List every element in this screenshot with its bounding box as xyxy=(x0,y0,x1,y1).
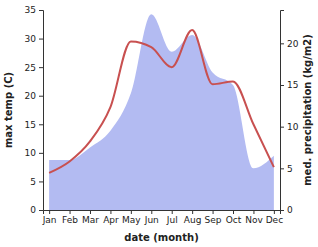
x-axis-tick-mark xyxy=(274,210,275,214)
x-axis-tick: Mar xyxy=(82,210,99,225)
x-axis-tick-mark xyxy=(90,210,91,214)
y-axis-tick: 15 xyxy=(25,120,43,130)
y-axis-tick-mark xyxy=(39,124,43,125)
y-axis-tick-label: 20 xyxy=(25,91,37,101)
x-axis-tick-label: Sep xyxy=(205,215,222,225)
y2-axis-tick-label: 5 xyxy=(287,164,293,174)
y2-axis-tick-mark xyxy=(280,168,284,169)
y-axis-tick-mark xyxy=(39,210,43,211)
x-axis-title: date (month) xyxy=(124,232,198,243)
x-axis-tick-label: Mar xyxy=(82,215,99,225)
y-axis-tick-label: 10 xyxy=(25,148,37,158)
y2-axis-tick: 10 xyxy=(280,122,299,132)
x-axis-tick-mark xyxy=(131,210,132,214)
y-axis-tick: 0 xyxy=(30,205,43,215)
plot: Jan Feb Mar AprMayJun Jul AugSep OctNovDec 0 5 10… xyxy=(25,5,299,225)
y-axis-tick-label: 25 xyxy=(25,63,36,73)
y-axis-tick: 10 xyxy=(25,148,43,158)
x-axis-tick: Jun xyxy=(144,210,159,225)
y2-axis-tick-mark xyxy=(280,43,284,44)
y2-axis: 0 5 10 15 20 xyxy=(280,11,299,216)
x-axis-tick-mark xyxy=(213,210,214,214)
y-axis-tick-mark xyxy=(39,10,43,11)
y2-axis-tick-mark xyxy=(280,127,284,128)
x-axis-tick-label: Dec xyxy=(266,215,283,225)
y-axis-tick-mark xyxy=(39,153,43,154)
x-axis-tick-label: May xyxy=(122,215,141,225)
x-axis-tick: Jan xyxy=(42,210,57,225)
x-axis: Jan Feb Mar AprMayJun Jul AugSep OctNovDec xyxy=(42,210,283,225)
y2-axis-tick-label: 10 xyxy=(287,122,299,132)
y-axis-tick-mark xyxy=(39,96,43,97)
y-axis-tick-label: 5 xyxy=(30,177,36,187)
y2-axis-tick-label: 15 xyxy=(287,80,298,90)
y-axis-tick: 25 xyxy=(25,63,43,73)
temperature-line xyxy=(49,30,274,173)
y-axis-tick-label: 15 xyxy=(25,120,36,130)
y2-axis-tick: 20 xyxy=(280,39,299,49)
x-axis-tick: Apr xyxy=(103,210,119,225)
x-axis-tick: Jul xyxy=(166,210,178,225)
x-axis-tick-mark xyxy=(172,210,173,214)
y-axis-tick-label: 30 xyxy=(25,34,37,44)
chart: Jan Feb Mar AprMayJun Jul AugSep OctNovDec 0 5 10… xyxy=(0,0,318,247)
x-axis-tick: Feb xyxy=(62,210,78,225)
x-axis-tick-label: Aug xyxy=(184,215,202,225)
x-axis-tick-label: Nov xyxy=(245,215,263,225)
y-axis-tick-mark xyxy=(39,67,43,68)
x-axis-tick-mark xyxy=(110,210,111,214)
x-axis-tick: Oct xyxy=(226,210,242,225)
x-axis-tick-label: Apr xyxy=(103,215,119,225)
x-axis-tick-label: Jun xyxy=(144,215,159,225)
x-axis-tick: Nov xyxy=(245,210,263,225)
y-axis-tick-mark xyxy=(39,181,43,182)
marks xyxy=(49,14,274,210)
y-axis-tick-label: 35 xyxy=(25,5,36,15)
y-axis-tick: 35 xyxy=(25,5,43,15)
y-axis-tick-label: 0 xyxy=(30,205,36,215)
x-axis-tick-mark xyxy=(70,210,71,214)
x-axis-tick-mark xyxy=(151,210,152,214)
x-axis-tick-label: Jan xyxy=(42,215,57,225)
x-axis-tick-label: Jul xyxy=(166,215,178,225)
x-axis-tick: Aug xyxy=(184,210,202,225)
x-axis-line xyxy=(44,211,281,215)
y-axis-tick-mark xyxy=(39,39,43,40)
y-axis-tick: 5 xyxy=(30,177,43,187)
x-axis-tick: May xyxy=(122,210,141,225)
y-axis-tick: 20 xyxy=(25,91,43,101)
x-axis-tick-mark xyxy=(233,210,234,214)
y2-axis-title: med. precipitation (kg/m2) xyxy=(302,34,313,186)
y2-axis-tick: 0 xyxy=(280,205,293,215)
y-axis-line xyxy=(39,11,44,211)
x-axis-tick: Sep xyxy=(205,210,222,225)
x-axis-tick-mark xyxy=(253,210,254,214)
y2-axis-line xyxy=(281,11,285,211)
y2-axis-tick-mark xyxy=(280,210,284,211)
x-axis-tick-mark xyxy=(192,210,193,214)
y2-axis-tick-mark xyxy=(280,85,284,86)
y2-axis-tick-label: 20 xyxy=(287,39,299,49)
x-axis-tick-mark xyxy=(49,210,50,214)
x-axis-tick-label: Feb xyxy=(62,215,78,225)
y2-axis-tick: 15 xyxy=(280,80,298,90)
precipitation-area xyxy=(49,14,274,210)
x-axis-tick: Dec xyxy=(266,210,283,225)
y2-axis-tick-label: 0 xyxy=(287,205,293,215)
y-axis-title: max temp (C) xyxy=(3,72,14,148)
y-axis: 0 5 10 15 20 25 30 35 xyxy=(25,5,44,215)
y2-axis-tick: 5 xyxy=(280,164,293,174)
x-axis-tick-label: Oct xyxy=(226,215,242,225)
y-axis-tick: 30 xyxy=(25,34,43,44)
